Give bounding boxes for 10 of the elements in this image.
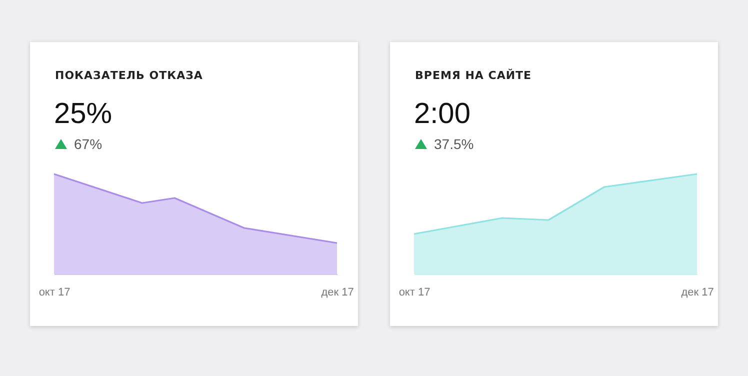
x-tick-label: окт 17 xyxy=(38,286,70,298)
chart-subtitle: 2:00 xyxy=(414,98,470,131)
text: 37.5% xyxy=(434,136,474,152)
x-tick-label: окт 17 xyxy=(398,286,430,298)
text: 67% xyxy=(74,136,102,152)
x-tick-label: дек 17 xyxy=(321,286,354,298)
chart-title: ПОКАЗАТЕЛЬ ОТКАЗА xyxy=(55,69,203,82)
x-tick-label: дек 17 xyxy=(681,286,714,298)
chart-title: ВРЕМЯ НА САЙТЕ xyxy=(415,69,532,82)
chart-subtitle: 25% xyxy=(54,98,112,131)
